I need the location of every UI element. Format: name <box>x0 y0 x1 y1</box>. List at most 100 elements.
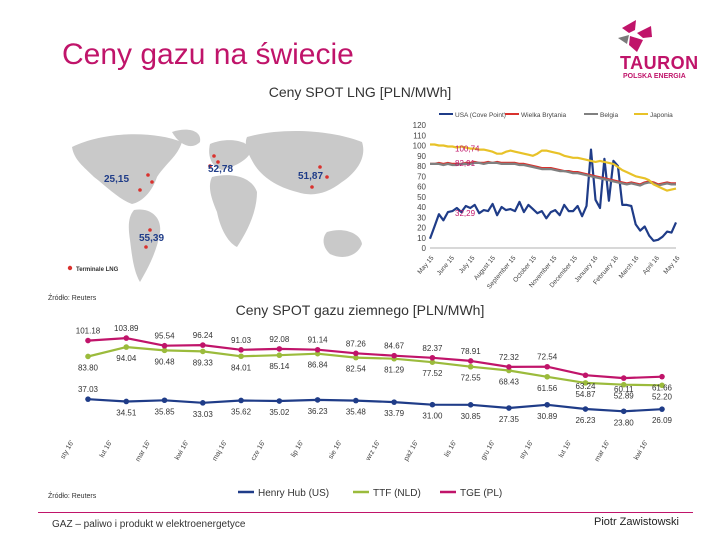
gas-data-point <box>85 337 91 344</box>
source-bottom: Źródło: Reuters <box>48 493 97 500</box>
gas-data-label: 77.52 <box>422 369 443 378</box>
gas-data-point <box>238 347 244 353</box>
gas-data-point <box>85 396 91 402</box>
gas-data-point <box>620 375 627 381</box>
lng-chart-title: Ceny SPOT LNG [PLN/MWh] <box>268 84 452 100</box>
lng-annotation: 82,91 <box>455 159 476 168</box>
gas-x-tick: lut 16' <box>558 440 573 459</box>
lng-x-tick: March 16 <box>618 255 641 281</box>
map-label-south-america: 55,39 <box>139 233 164 244</box>
footer-divider <box>38 512 693 513</box>
gas-data-point <box>200 348 206 355</box>
page-title: Ceny gazu na świecie <box>62 38 354 71</box>
gas-data-label: 84.67 <box>384 342 405 351</box>
gas-data-point <box>620 381 627 388</box>
gas-data-point <box>123 398 130 405</box>
gas-data-label: 61.56 <box>537 384 558 393</box>
gas-data-label: 33.79 <box>384 409 405 418</box>
lng-series-line <box>428 148 678 242</box>
gas-data-label: 33.03 <box>193 410 214 419</box>
gas-data-label: 103.89 <box>114 324 139 333</box>
gas-x-tick: maj 16' <box>212 440 229 463</box>
lng-x-tick: May 15 <box>416 255 435 276</box>
gas-data-point <box>85 353 91 360</box>
gas-data-point <box>429 354 436 361</box>
gas-data-point <box>506 405 512 411</box>
gas-x-tick: kwi 16' <box>633 440 650 462</box>
lng-x-tick: April 16 <box>641 254 661 276</box>
gas-data-point <box>467 358 474 364</box>
gas-data-point <box>353 350 359 357</box>
gas-data-label: 84.01 <box>231 363 252 372</box>
africa <box>209 175 257 247</box>
gas-data-label: 85.14 <box>269 362 290 371</box>
gas-data-label: 54.87 <box>575 390 596 399</box>
lng-y-tick: 0 <box>422 244 427 253</box>
map-label-usa: 25,15 <box>104 174 129 185</box>
gas-series-line <box>87 398 663 413</box>
gas-data-point <box>276 398 283 404</box>
legend-marker-icon <box>67 265 73 271</box>
gas-data-point <box>161 342 168 349</box>
gas-data-point <box>123 335 130 341</box>
gas-data-point <box>353 397 359 404</box>
europe <box>209 140 252 170</box>
gas-data-label: 95.54 <box>155 332 176 341</box>
lng-y-tick: 10 <box>417 234 426 243</box>
lng-series-line <box>430 161 676 187</box>
gas-x-tick: sie 16' <box>328 440 344 461</box>
gas-data-label: 72.54 <box>537 353 558 362</box>
gas-data-label: 26.23 <box>575 416 596 425</box>
gas-data-point <box>123 344 130 350</box>
gas-data-label: 91.14 <box>308 336 329 345</box>
gas-x-tick: gru 16' <box>480 440 497 462</box>
gas-data-point <box>582 406 589 412</box>
gas-data-point <box>200 400 206 406</box>
gas-series-line <box>87 345 663 387</box>
lng-y-tick: 90 <box>417 152 426 161</box>
lng-y-tick: 40 <box>417 203 426 212</box>
gas-data-point <box>429 401 436 408</box>
gas-data-label: 63.24 <box>575 382 596 391</box>
gas-x-tick: mar 16' <box>594 440 612 464</box>
lng-x-tick: July 15 <box>458 255 477 276</box>
gas-data-point <box>620 408 627 415</box>
gas-data-label: 61.66 <box>652 384 673 393</box>
australia <box>323 230 362 257</box>
gas-data-label: 26.09 <box>652 416 673 425</box>
gas-data-label: 96.24 <box>193 331 214 340</box>
lng-x-tick: June 15 <box>436 254 456 277</box>
lng-y-tick: 50 <box>417 193 426 202</box>
gas-data-point <box>391 352 397 359</box>
lng-y-tick: 110 <box>413 131 426 140</box>
gas-legend-item: TTF (NLD) <box>373 488 421 499</box>
gas-data-label: 72.32 <box>499 353 520 362</box>
lng-series-line <box>430 143 677 192</box>
gas-data-point <box>582 372 589 379</box>
gas-data-label: 83.80 <box>78 363 99 372</box>
lng-legend-item: USA (Cove Point) <box>455 112 506 119</box>
gas-data-point <box>659 382 665 389</box>
gas-data-label: 78.91 <box>461 347 482 356</box>
footer-left: GAZ – paliwo i produkt w elektroenergety… <box>52 519 246 530</box>
gas-data-point <box>429 359 436 365</box>
gas-data-point <box>314 397 321 403</box>
gas-data-label: 37.03 <box>78 385 99 394</box>
gas-data-point <box>276 346 283 352</box>
gas-x-tick: wrz 16' <box>364 440 382 463</box>
lng-y-tick: 60 <box>417 183 426 192</box>
gas-data-label: 89.33 <box>193 358 214 367</box>
greenland <box>172 129 201 147</box>
gas-data-point <box>353 354 359 361</box>
gas-data-point <box>276 352 283 359</box>
gas-data-point <box>582 380 589 386</box>
tauron-logo-mark <box>618 20 652 52</box>
gas-data-label: 35.48 <box>346 408 367 417</box>
gas-data-point <box>544 373 550 380</box>
lng-y-tick: 30 <box>417 213 426 222</box>
gas-data-label: 36.23 <box>308 407 329 416</box>
tauron-logo: TAURON POLSKA ENERGIA <box>585 18 703 90</box>
gas-data-point <box>467 402 474 408</box>
gas-data-label: 27.35 <box>499 415 520 424</box>
gas-data-label: 94.04 <box>116 354 137 363</box>
